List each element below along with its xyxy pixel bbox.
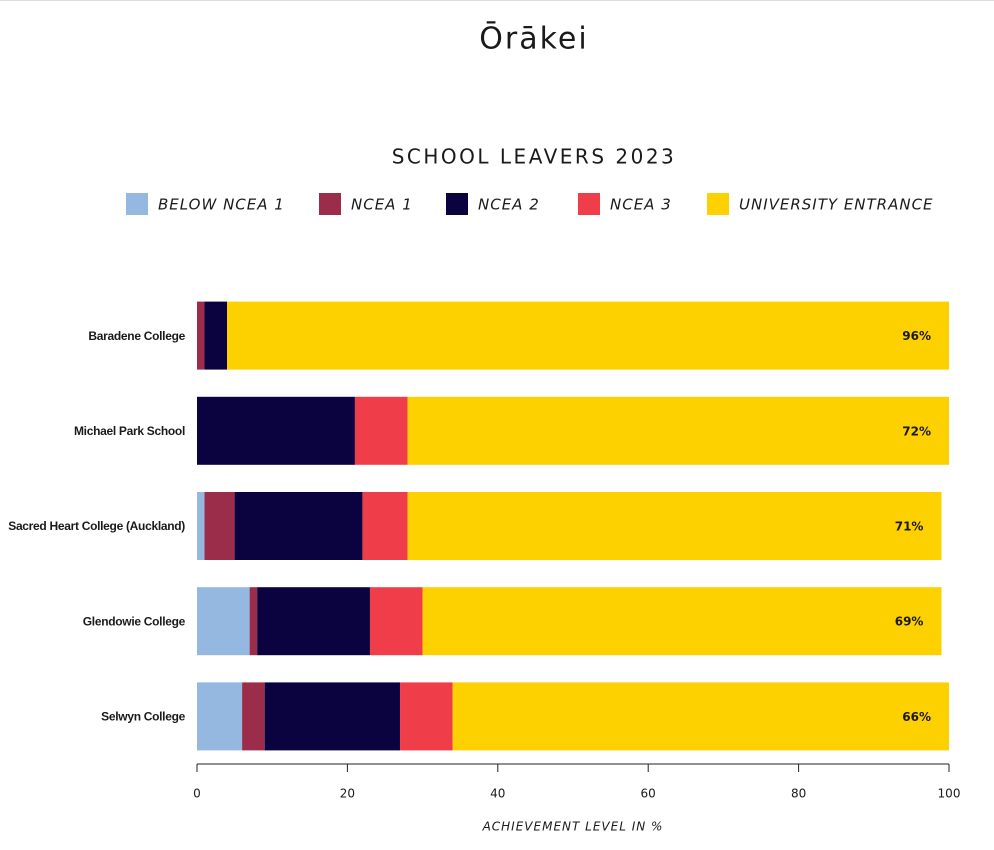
legend-label: NCEA 3: [610, 196, 672, 214]
legend-swatch: [126, 193, 148, 215]
x-axis-label: ACHIEVEMENT LEVEL IN %: [482, 820, 664, 834]
value-label: 96%: [902, 329, 931, 343]
bar-segment: [197, 492, 205, 560]
x-tick-label: 100: [938, 787, 961, 801]
bar-segment: [369, 587, 423, 656]
bar-segment: [362, 492, 408, 560]
bar-segment: [264, 682, 401, 751]
value-label: 66%: [902, 710, 931, 724]
legend-label: BELOW NCEA 1: [158, 196, 285, 214]
bar-segment: [197, 587, 250, 656]
bar-segment: [257, 587, 370, 656]
x-tick-label: 40: [490, 787, 505, 801]
bar-segment: [197, 301, 205, 370]
legend-swatch: [578, 193, 600, 215]
x-tick-label: 60: [641, 787, 656, 801]
bar-segment: [400, 682, 453, 751]
bar-segment: [422, 587, 942, 656]
x-tick-label: 80: [791, 787, 806, 801]
chart-title: SCHOOL LEAVERS 2023: [392, 145, 677, 169]
bar-segment: [204, 492, 235, 560]
x-tick-label: 20: [340, 787, 355, 801]
value-label: 71%: [895, 520, 924, 534]
legend-label: UNIVERSITY ENTRANCE: [739, 196, 934, 214]
y-tick-label: Baradene College: [88, 329, 185, 343]
bar-segment: [204, 301, 228, 370]
bar-segment: [227, 301, 949, 370]
bar-segment: [452, 682, 949, 751]
legend-swatch: [319, 193, 341, 215]
legend-swatch: [707, 193, 729, 215]
value-label: 69%: [895, 615, 924, 629]
legend-label: NCEA 1: [351, 196, 413, 214]
y-tick-label: Glendowie College: [83, 614, 186, 628]
bar-segment: [242, 682, 265, 751]
bar-segment: [354, 396, 408, 465]
bar-segment: [234, 492, 363, 560]
x-tick-label: 0: [193, 787, 201, 801]
bar-segment: [407, 492, 942, 560]
y-tick-label: Michael Park School: [74, 424, 185, 438]
page-title: Ōrākei: [479, 21, 588, 57]
bar-segment: [197, 396, 355, 465]
bar-segment: [249, 587, 258, 656]
legend-label: NCEA 2: [478, 196, 540, 214]
bar-segment: [197, 682, 243, 751]
y-tick-label: Selwyn College: [101, 710, 185, 724]
bar-segment: [407, 396, 949, 465]
value-label: 72%: [902, 424, 931, 438]
legend-swatch: [446, 193, 468, 215]
y-tick-label: Sacred Heart College (Auckland): [8, 519, 185, 533]
